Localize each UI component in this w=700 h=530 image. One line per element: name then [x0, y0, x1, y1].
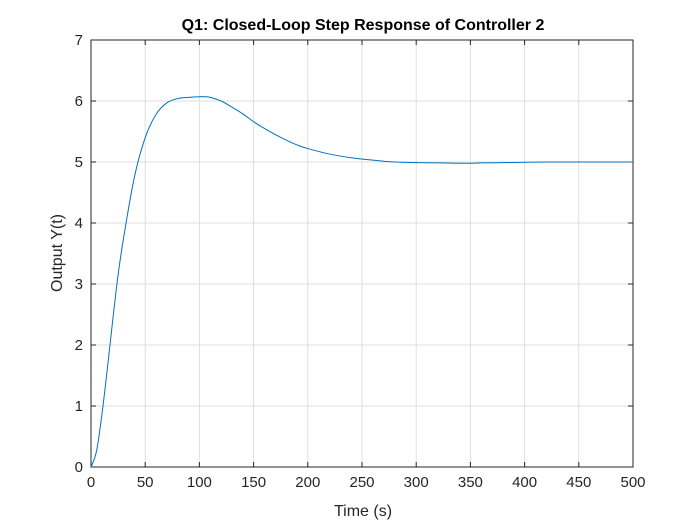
- y-tick-label: 2: [75, 337, 83, 354]
- y-tick-label: 6: [75, 93, 83, 110]
- series: [90, 96, 633, 468]
- y-tick-label: 0: [75, 459, 83, 476]
- y-tick-label: 4: [75, 215, 83, 232]
- x-tick-label: 450: [566, 474, 591, 491]
- y-tick-label: 7: [75, 32, 83, 49]
- x-tick-label: 500: [620, 474, 645, 491]
- y-tick-label: 3: [75, 276, 83, 293]
- y-tick-label: 5: [75, 154, 83, 171]
- x-tick-label: 0: [87, 474, 95, 491]
- x-tick-label: 400: [512, 474, 537, 491]
- x-tick-label: 100: [187, 474, 212, 491]
- x-tick-label: 250: [349, 474, 374, 491]
- x-tick-label: 350: [458, 474, 483, 491]
- x-tick-label: 200: [295, 474, 320, 491]
- series-line: [90, 96, 633, 468]
- ticks: 0 50 100 150 200 250 300 350 400 450 500 0 1 2 3 4 5 6 7: [75, 32, 646, 491]
- x-axis-title: Time (s): [334, 503, 392, 520]
- chart-title: Q1: Closed-Loop Step Response of Control…: [182, 17, 545, 34]
- x-tick-label: 300: [404, 474, 429, 491]
- x-tick-label: 50: [137, 474, 154, 491]
- y-axis-title: Output Y(t): [49, 214, 66, 292]
- y-tick-label: 1: [75, 398, 83, 415]
- x-tick-label: 150: [241, 474, 266, 491]
